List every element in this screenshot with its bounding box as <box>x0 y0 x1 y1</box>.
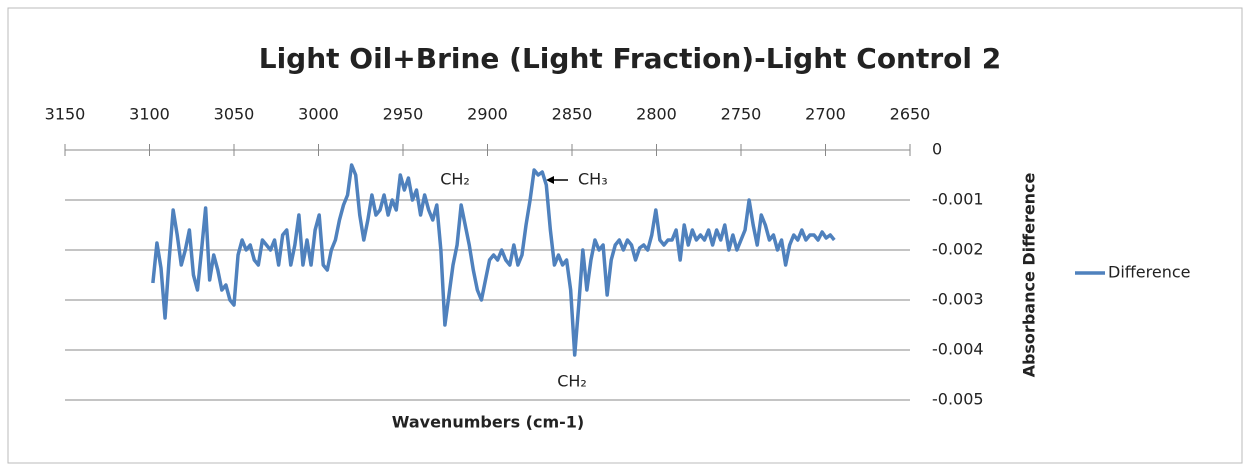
x-tick-label: 2950 <box>383 105 424 124</box>
x-tick-label: 2750 <box>721 105 762 124</box>
x-tick-label: 3050 <box>214 105 255 124</box>
chart-border <box>7 7 1243 464</box>
y-tick-label: -0.002 <box>932 240 984 259</box>
annotation: CH₂ <box>440 170 470 189</box>
annotation-arrowhead <box>546 176 554 184</box>
x-tick-label: 2700 <box>805 105 846 124</box>
y-tick-label: -0.001 <box>932 190 984 209</box>
annotation: CH₂ <box>557 372 587 391</box>
y-tick-label: -0.003 <box>932 290 984 309</box>
chart-title: Light Oil+Brine (Light Fraction)-Light C… <box>259 42 1002 75</box>
x-tick-label: 2850 <box>552 105 593 124</box>
y-tick-label: 0 <box>932 140 942 159</box>
y-axis-title: Absorbance Difference <box>1020 172 1039 377</box>
data-line <box>151 163 836 357</box>
x-tick-label: 3150 <box>45 105 86 124</box>
x-tick-label: 3100 <box>129 105 170 124</box>
x-tick-label: 2800 <box>636 105 677 124</box>
x-tick-label: 2650 <box>890 105 931 124</box>
annotation: CH₃ <box>578 170 608 189</box>
y-tick-label: -0.004 <box>932 340 984 359</box>
y-tick-label: -0.005 <box>932 390 984 409</box>
x-axis-title: Wavenumbers (cm-1) <box>392 413 584 432</box>
legend-label: Difference <box>1108 263 1190 282</box>
x-tick-label: 2900 <box>467 105 508 124</box>
x-tick-label: 3000 <box>298 105 339 124</box>
